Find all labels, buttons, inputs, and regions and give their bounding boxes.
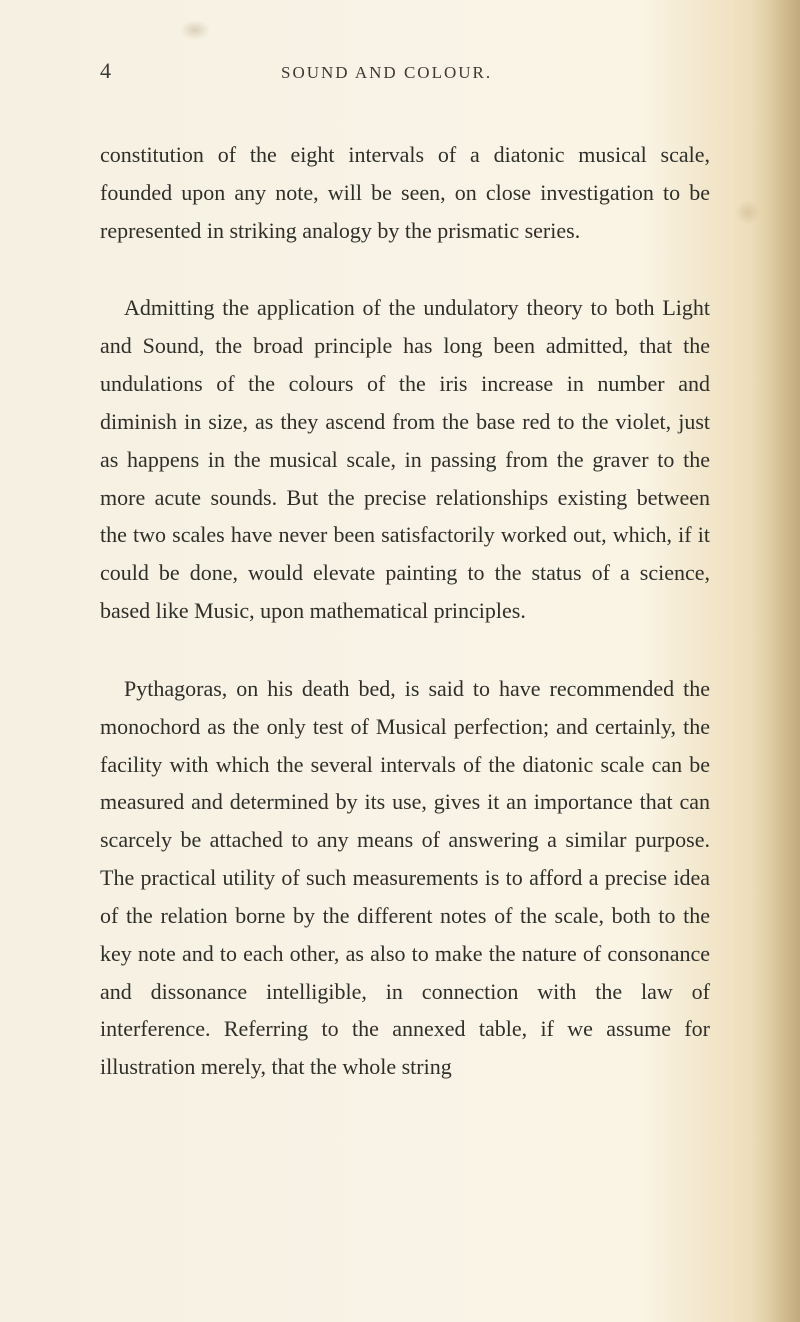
page-content: constitution of the eight intervals of a… — [100, 136, 710, 1086]
running-head: SOUND AND COLOUR. — [281, 63, 492, 83]
body-paragraph: Admitting the application of the undulat… — [100, 289, 710, 629]
page-number: 4 — [100, 58, 111, 84]
body-paragraph: constitution of the eight intervals of a… — [100, 136, 710, 249]
document-page: 4 SOUND AND COLOUR. constitution of the … — [0, 0, 800, 1146]
page-header: 4 SOUND AND COLOUR. — [100, 58, 710, 84]
body-paragraph: Pythagoras, on his death bed, is said to… — [100, 670, 710, 1086]
